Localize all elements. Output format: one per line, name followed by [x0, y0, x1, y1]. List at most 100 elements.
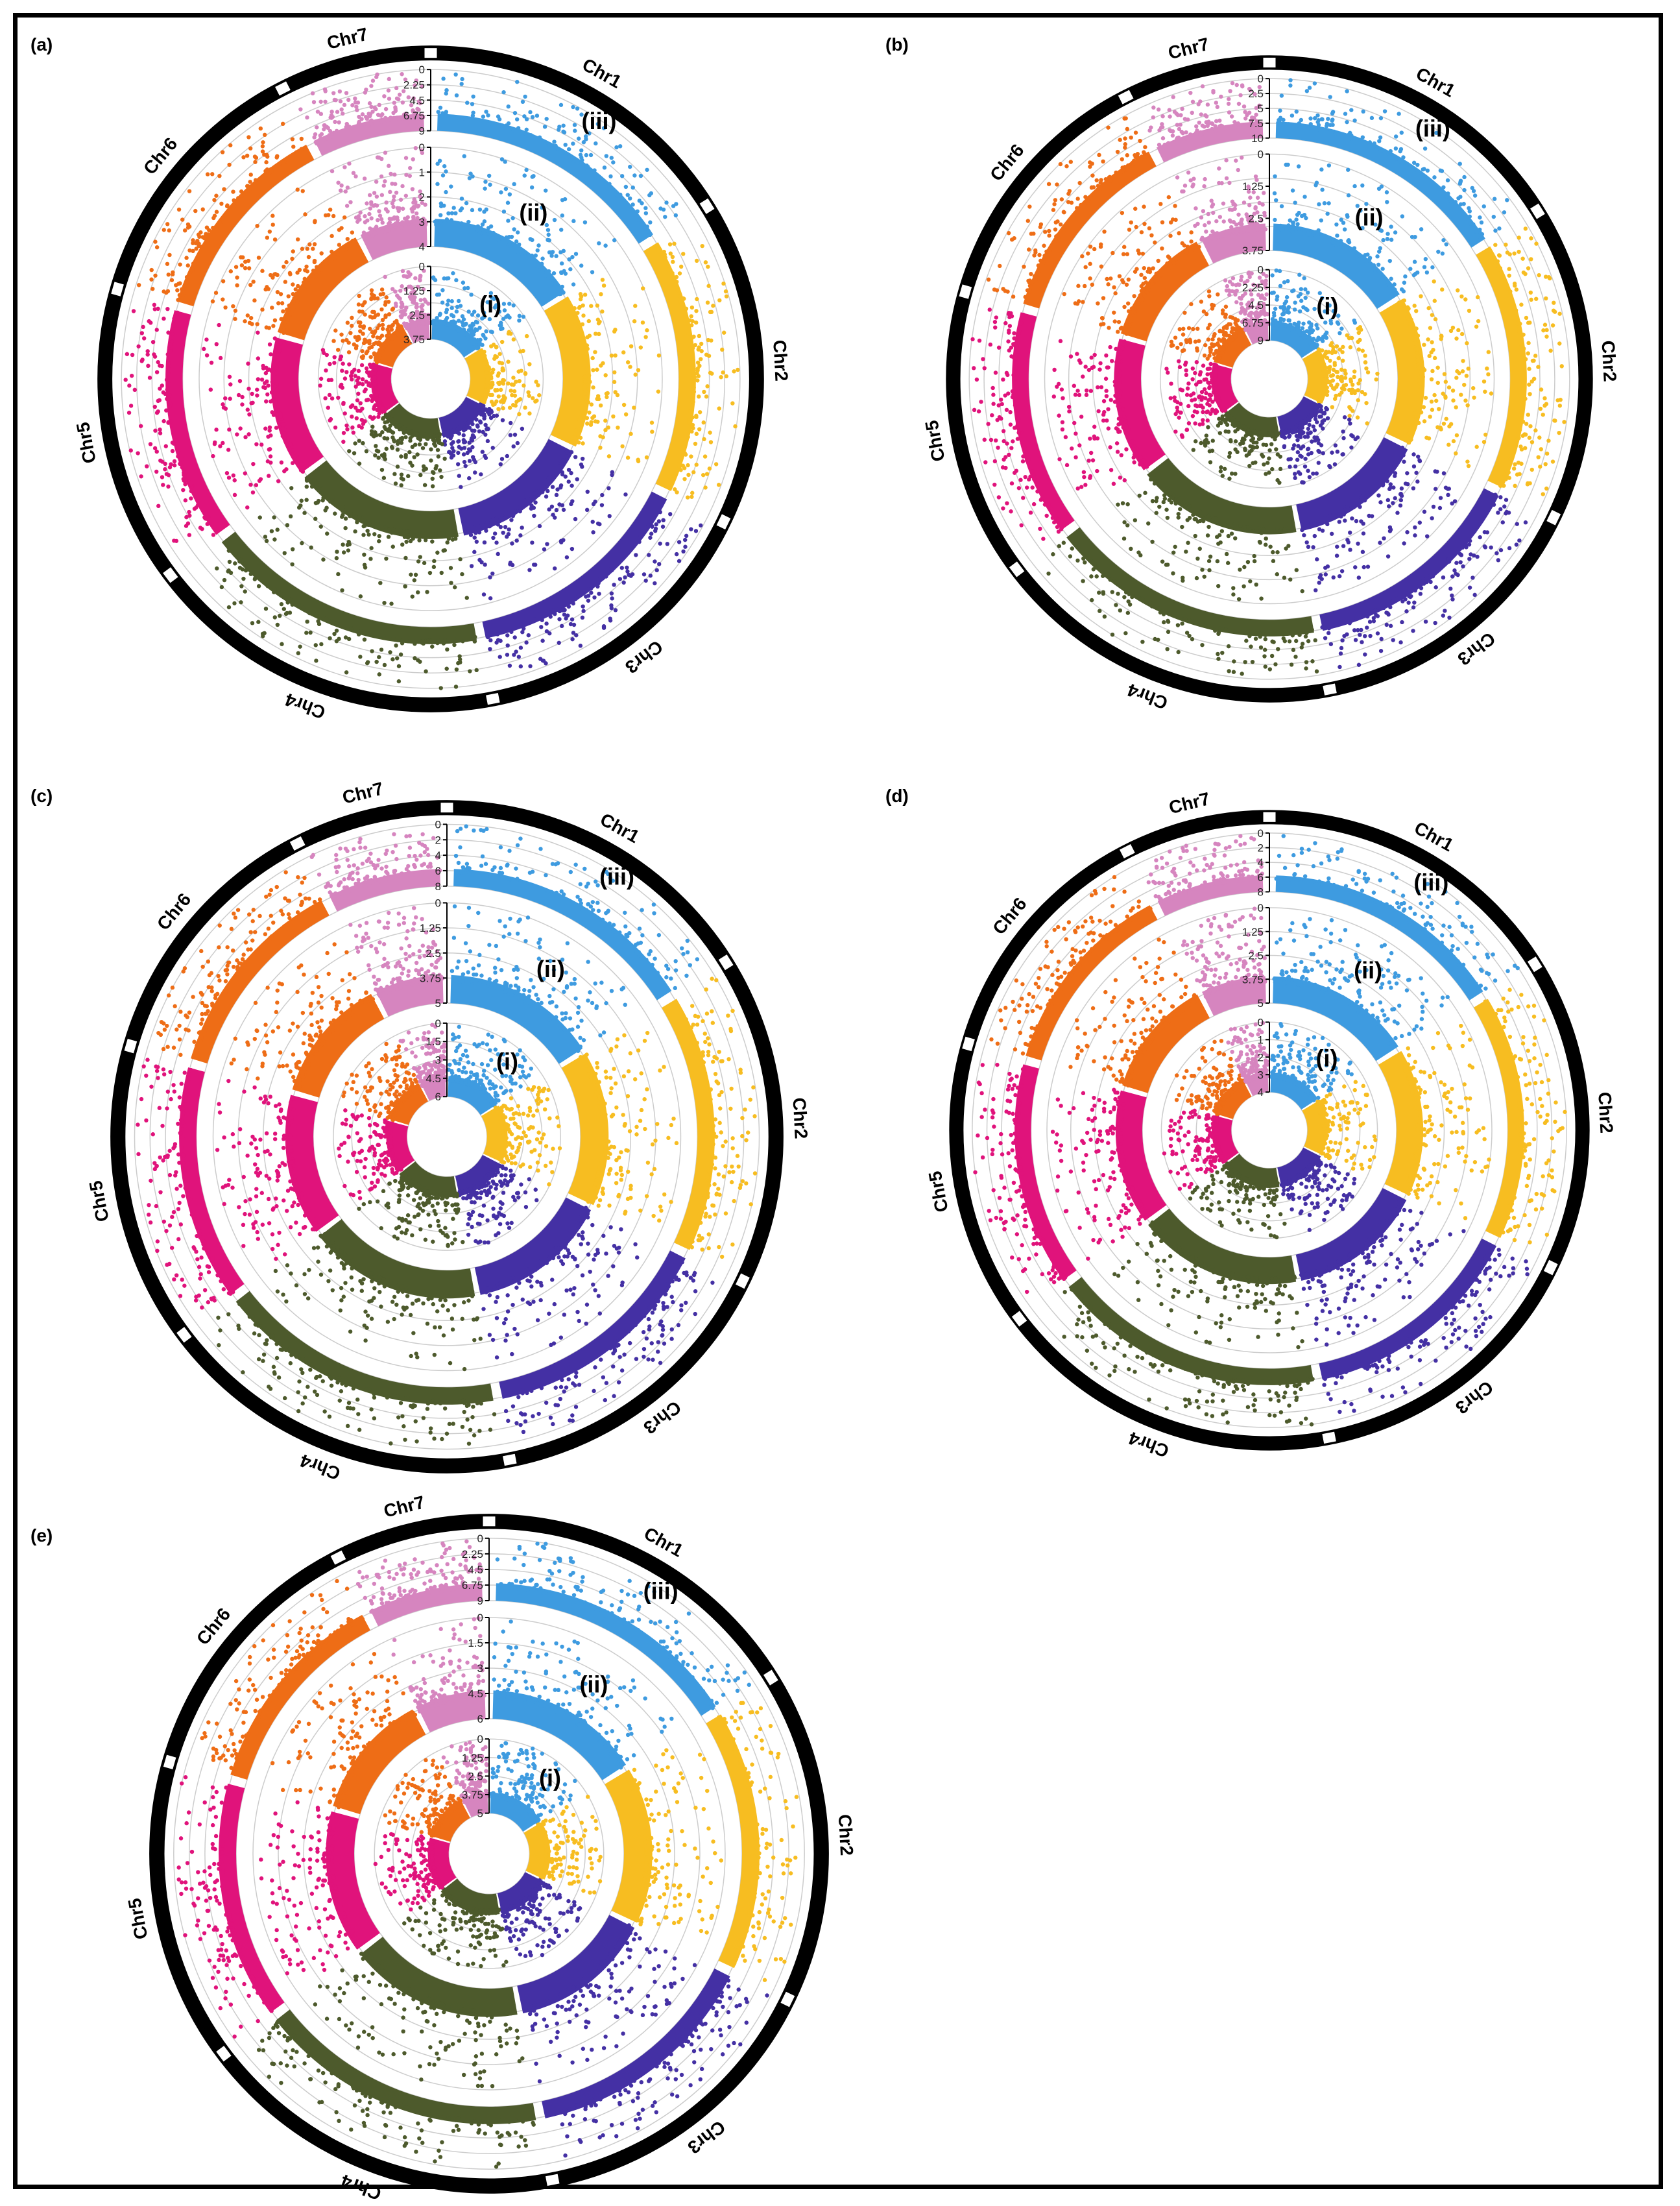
snp-point [697, 410, 702, 415]
snp-point [1232, 289, 1237, 294]
snp-point [406, 639, 411, 644]
snp-point [1218, 399, 1222, 404]
snp-point [691, 426, 695, 431]
snp-point [1193, 339, 1198, 344]
snp-point [524, 127, 529, 132]
snp-point [178, 461, 183, 466]
snp-point [462, 446, 467, 450]
snp-point [245, 153, 250, 158]
snp-point [520, 503, 525, 507]
snp-point [577, 427, 582, 432]
snp-point [272, 336, 278, 341]
snp-point [389, 171, 393, 176]
snp-point [369, 216, 374, 221]
snp-point [1410, 234, 1415, 239]
snp-point [1293, 476, 1297, 480]
snp-point [706, 264, 710, 269]
snp-point [248, 146, 253, 151]
snp-point [152, 302, 157, 308]
snp-point [387, 216, 392, 221]
snp-point [435, 437, 440, 442]
snp-point [576, 592, 581, 598]
snp-point [303, 212, 307, 217]
snp-point [433, 443, 438, 448]
snp-point [269, 529, 274, 533]
snp-point [194, 247, 198, 251]
snp-point [633, 304, 638, 308]
snp-point [252, 154, 258, 159]
snp-point [239, 600, 243, 605]
snp-point [328, 418, 332, 423]
snp-point [586, 594, 591, 598]
snp-point [580, 345, 585, 349]
snp-point [425, 590, 429, 594]
snp-point [304, 484, 309, 489]
snp-point [432, 559, 437, 563]
snp-point [272, 515, 276, 520]
snp-point [638, 535, 642, 540]
snp-point [1274, 268, 1278, 273]
snp-point [1273, 306, 1278, 311]
snp-point [264, 399, 269, 404]
snp-point [1350, 382, 1355, 387]
snp-point [379, 467, 385, 472]
snp-point [410, 286, 414, 291]
snp-point [374, 106, 378, 112]
snp-point [368, 326, 372, 331]
snp-point [453, 685, 459, 689]
snp-point [278, 340, 283, 345]
snp-point [703, 260, 708, 265]
snp-point [442, 638, 448, 642]
snp-point [490, 446, 495, 450]
snp-point [514, 649, 518, 654]
snp-point [638, 173, 643, 178]
snp-point [434, 464, 439, 468]
snp-point [374, 359, 379, 365]
snp-point [1323, 309, 1327, 314]
snp-point [454, 309, 459, 314]
snp-point [367, 212, 372, 217]
snp-point [420, 638, 425, 643]
snp-point [1220, 414, 1225, 419]
snp-point [694, 413, 699, 418]
snp-point [1347, 413, 1352, 418]
snp-point [1225, 422, 1230, 427]
snp-point [1309, 411, 1314, 416]
snp-point [592, 414, 597, 418]
snp-point [376, 218, 380, 223]
snp-point [313, 516, 318, 521]
snp-point [302, 276, 307, 282]
snp-point [686, 332, 691, 336]
snp-point [164, 378, 169, 382]
snp-point [1332, 462, 1338, 467]
snp-point [1326, 370, 1330, 375]
snp-point [1219, 465, 1223, 470]
snp-point [344, 670, 349, 675]
snp-point [1360, 183, 1365, 188]
snp-point [162, 228, 166, 232]
snp-point [430, 644, 435, 649]
snp-point [1346, 193, 1351, 198]
snp-point [376, 455, 381, 460]
snp-point [400, 116, 405, 121]
snp-point [300, 247, 305, 251]
snp-point [446, 430, 451, 434]
snp-point [1295, 222, 1300, 226]
snp-point [300, 540, 304, 546]
snp-point [733, 424, 738, 429]
snp-point [175, 288, 180, 293]
snp-point [1303, 295, 1308, 300]
snp-point [153, 239, 158, 244]
snp-point [597, 241, 601, 246]
snp-point [442, 439, 448, 444]
snp-point [400, 437, 404, 442]
snp-point [451, 529, 456, 534]
snp-point [582, 355, 587, 360]
snp-point [621, 402, 627, 407]
snp-point [160, 363, 164, 369]
snp-point [1325, 416, 1330, 420]
snp-point [389, 115, 393, 120]
snp-point [329, 115, 334, 120]
snp-point [686, 472, 691, 478]
snp-point [413, 83, 417, 88]
